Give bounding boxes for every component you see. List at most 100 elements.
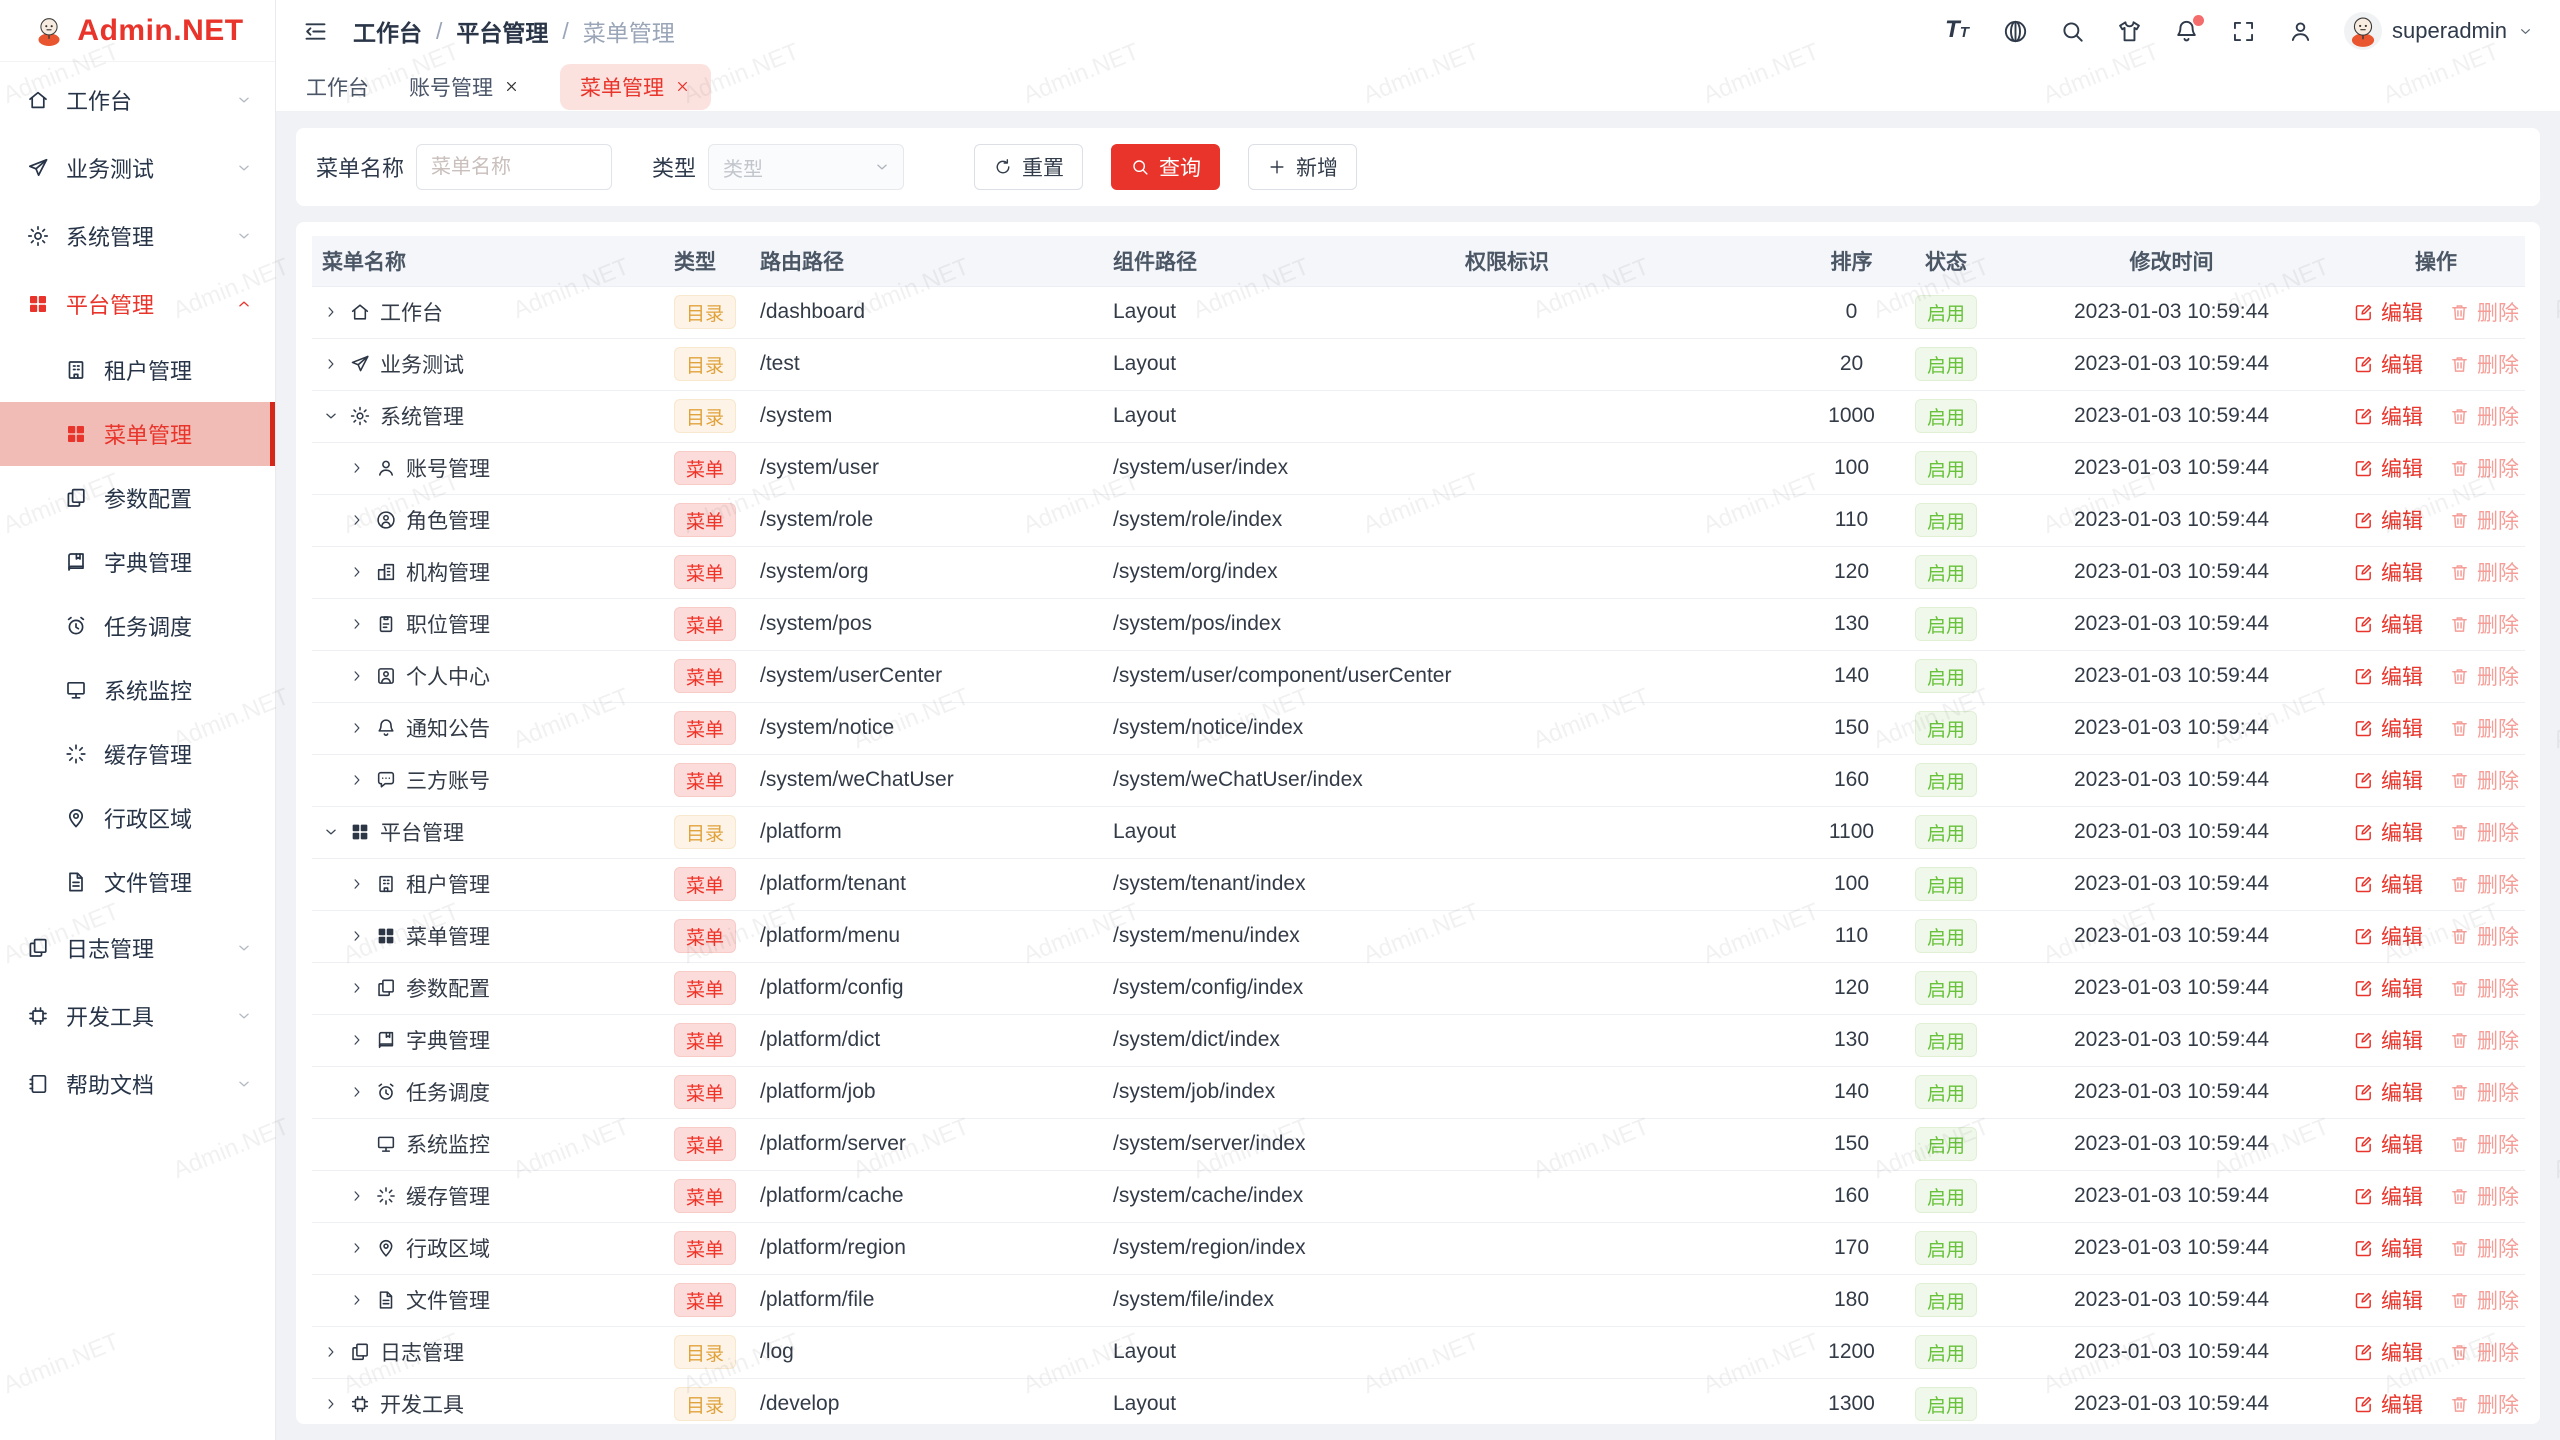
user-menu[interactable]: superadmin — [2344, 12, 2534, 50]
sidebar-item[interactable]: 行政区域 — [0, 786, 275, 850]
sidebar-item[interactable]: 任务调度 — [0, 594, 275, 658]
edit-button[interactable]: 编辑 — [2353, 1285, 2423, 1315]
language-icon[interactable] — [2002, 18, 2029, 45]
search-button[interactable]: 查询 — [1111, 144, 1221, 190]
chevron-right-icon[interactable] — [348, 875, 366, 893]
profile-icon[interactable] — [2287, 18, 2314, 45]
sidebar-item[interactable]: 文件管理 — [0, 850, 275, 914]
chevron-right-icon[interactable] — [348, 927, 366, 945]
delete-button[interactable]: 删除 — [2449, 1025, 2519, 1055]
chevron-right-icon[interactable] — [348, 1083, 366, 1101]
sidebar-item[interactable]: 系统监控 — [0, 658, 275, 722]
delete-button[interactable]: 删除 — [2449, 1129, 2519, 1159]
chevron-right-icon[interactable] — [348, 667, 366, 685]
delete-button[interactable]: 删除 — [2449, 1181, 2519, 1211]
delete-button[interactable]: 删除 — [2449, 349, 2519, 379]
chevron-down-icon[interactable] — [322, 407, 340, 425]
fullscreen-icon[interactable] — [2230, 18, 2257, 45]
sidebar-item[interactable]: 缓存管理 — [0, 722, 275, 786]
sidebar-item[interactable]: 菜单管理 — [0, 402, 275, 466]
sidebar-item[interactable]: 日志管理 — [0, 914, 275, 982]
chevron-right-icon[interactable] — [348, 459, 366, 477]
delete-button[interactable]: 删除 — [2449, 817, 2519, 847]
search-icon[interactable] — [2059, 18, 2086, 45]
delete-button[interactable]: 删除 — [2449, 297, 2519, 327]
edit-button[interactable]: 编辑 — [2353, 1077, 2423, 1107]
sidebar-item[interactable]: 系统管理 — [0, 202, 275, 270]
sidebar-item[interactable]: 字典管理 — [0, 530, 275, 594]
edit-button[interactable]: 编辑 — [2353, 453, 2423, 483]
delete-button[interactable]: 删除 — [2449, 1337, 2519, 1367]
reset-button[interactable]: 重置 — [974, 144, 1084, 190]
notification-icon[interactable] — [2173, 14, 2205, 45]
edit-button[interactable]: 编辑 — [2353, 921, 2423, 951]
edit-button[interactable]: 编辑 — [2353, 1129, 2423, 1159]
chevron-right-icon[interactable] — [322, 303, 340, 321]
chevron-right-icon[interactable] — [348, 1291, 366, 1309]
edit-button[interactable]: 编辑 — [2353, 765, 2423, 795]
sidebar-item[interactable]: 租户管理 — [0, 338, 275, 402]
close-icon[interactable] — [674, 78, 691, 95]
edit-button[interactable]: 编辑 — [2353, 401, 2423, 431]
delete-button[interactable]: 删除 — [2449, 921, 2519, 951]
delete-button[interactable]: 删除 — [2449, 1389, 2519, 1419]
edit-button[interactable]: 编辑 — [2353, 1181, 2423, 1211]
chevron-right-icon[interactable] — [348, 1031, 366, 1049]
sidebar-item[interactable]: 平台管理 — [0, 270, 275, 338]
edit-button[interactable]: 编辑 — [2353, 1389, 2423, 1419]
chevron-down-icon[interactable] — [322, 823, 340, 841]
breadcrumb-item[interactable]: 平台管理 — [456, 20, 549, 46]
chevron-right-icon[interactable] — [348, 979, 366, 997]
chevron-right-icon[interactable] — [348, 771, 366, 789]
sidebar-item[interactable]: 开发工具 — [0, 982, 275, 1050]
delete-button[interactable]: 删除 — [2449, 609, 2519, 639]
delete-button[interactable]: 删除 — [2449, 661, 2519, 691]
close-icon[interactable] — [503, 78, 520, 95]
chevron-right-icon[interactable] — [322, 355, 340, 373]
font-size-icon[interactable]: TT — [1945, 15, 1969, 43]
delete-button[interactable]: 删除 — [2449, 1233, 2519, 1263]
chevron-right-icon[interactable] — [322, 1395, 340, 1413]
delete-button[interactable]: 删除 — [2449, 869, 2519, 899]
tab[interactable]: 工作台 — [306, 72, 369, 102]
delete-button[interactable]: 删除 — [2449, 765, 2519, 795]
theme-icon[interactable] — [2116, 18, 2143, 45]
edit-button[interactable]: 编辑 — [2353, 557, 2423, 587]
add-button[interactable]: 新增 — [1248, 144, 1358, 190]
chevron-right-icon[interactable] — [348, 1239, 366, 1257]
chevron-right-icon[interactable] — [348, 1187, 366, 1205]
edit-button[interactable]: 编辑 — [2353, 973, 2423, 1003]
delete-button[interactable]: 删除 — [2449, 973, 2519, 1003]
sidebar-item[interactable]: 参数配置 — [0, 466, 275, 530]
type-select[interactable]: 类型 — [708, 144, 905, 190]
edit-button[interactable]: 编辑 — [2353, 349, 2423, 379]
edit-button[interactable]: 编辑 — [2353, 609, 2423, 639]
delete-button[interactable]: 删除 — [2449, 1077, 2519, 1107]
edit-button[interactable]: 编辑 — [2353, 1233, 2423, 1263]
edit-button[interactable]: 编辑 — [2353, 1025, 2423, 1055]
breadcrumb-item[interactable]: 工作台 — [353, 20, 422, 46]
sidebar-item[interactable]: 业务测试 — [0, 134, 275, 202]
delete-button[interactable]: 删除 — [2449, 1285, 2519, 1315]
edit-button[interactable]: 编辑 — [2353, 297, 2423, 327]
sidebar-item[interactable]: 工作台 — [0, 66, 275, 134]
delete-button[interactable]: 删除 — [2449, 401, 2519, 431]
chevron-right-icon[interactable] — [322, 1343, 340, 1361]
tab[interactable]: 菜单管理 — [560, 63, 711, 110]
delete-button[interactable]: 删除 — [2449, 505, 2519, 535]
edit-button[interactable]: 编辑 — [2353, 817, 2423, 847]
edit-button[interactable]: 编辑 — [2353, 505, 2423, 535]
sidebar-item[interactable]: 帮助文档 — [0, 1050, 275, 1118]
chevron-right-icon[interactable] — [348, 511, 366, 529]
edit-button[interactable]: 编辑 — [2353, 869, 2423, 899]
sidebar-collapse-icon[interactable] — [302, 18, 329, 45]
edit-button[interactable]: 编辑 — [2353, 1337, 2423, 1367]
chevron-right-icon[interactable] — [348, 719, 366, 737]
edit-button[interactable]: 编辑 — [2353, 661, 2423, 691]
delete-button[interactable]: 删除 — [2449, 453, 2519, 483]
chevron-right-icon[interactable] — [348, 615, 366, 633]
tab[interactable]: 账号管理 — [409, 72, 520, 102]
edit-button[interactable]: 编辑 — [2353, 713, 2423, 743]
delete-button[interactable]: 删除 — [2449, 557, 2519, 587]
chevron-right-icon[interactable] — [348, 563, 366, 581]
